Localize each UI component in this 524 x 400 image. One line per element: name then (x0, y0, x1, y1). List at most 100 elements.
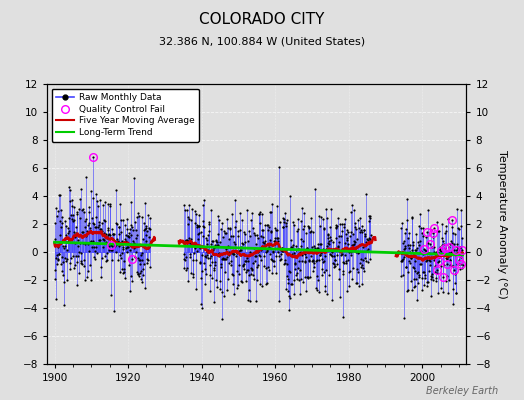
Point (404, 269, 412, 275)
Point (133, 232, 141, 238)
Point (333, 260, 341, 267)
Point (272, 253, 280, 259)
Point (192, 257, 201, 264)
Point (322, 290, 331, 297)
Point (110, 238, 118, 244)
Point (228, 250, 236, 256)
Point (134, 210, 142, 216)
Point (108, 231, 117, 237)
Point (351, 246, 359, 252)
Point (437, 262, 445, 269)
Point (108, 226, 117, 232)
Point (279, 215, 287, 221)
Point (93, 250, 102, 256)
Point (240, 261, 248, 267)
Point (79, 206, 87, 212)
Point (335, 276, 343, 282)
Point (241, 239, 249, 246)
Point (312, 273, 321, 279)
Point (408, 287, 417, 294)
Point (87, 238, 95, 244)
Point (116, 252, 124, 258)
Point (439, 274, 447, 280)
Point (337, 248, 345, 255)
Point (411, 283, 420, 289)
Point (358, 244, 367, 250)
Point (309, 229, 317, 235)
Point (190, 207, 199, 214)
Point (263, 280, 271, 286)
Point (287, 237, 295, 243)
Point (425, 268, 433, 274)
Point (350, 241, 358, 248)
Point (414, 223, 423, 230)
Point (305, 223, 313, 230)
Point (435, 250, 443, 256)
Point (261, 222, 269, 228)
Point (349, 231, 357, 237)
Point (230, 239, 238, 246)
Point (232, 249, 240, 255)
Point (457, 264, 466, 271)
Point (456, 266, 464, 273)
Point (223, 287, 231, 293)
Point (242, 269, 250, 275)
Point (77, 186, 85, 192)
Point (454, 257, 463, 264)
Point (80, 224, 89, 230)
Point (145, 244, 154, 251)
Point (182, 266, 190, 273)
Point (345, 248, 354, 255)
Point (336, 248, 344, 254)
Point (187, 270, 195, 277)
Point (237, 217, 246, 224)
Point (57, 214, 66, 220)
Point (400, 314, 409, 321)
Point (412, 276, 421, 282)
Point (409, 276, 418, 282)
Point (305, 257, 314, 263)
Point (313, 256, 321, 263)
Point (338, 250, 346, 257)
Point (445, 262, 454, 268)
Point (76, 240, 84, 247)
Point (295, 258, 303, 265)
Point (255, 211, 264, 217)
Point (190, 241, 198, 247)
Point (53, 261, 61, 267)
Point (71, 234, 79, 240)
Point (324, 241, 333, 248)
Point (402, 264, 410, 270)
Point (315, 240, 324, 247)
Point (313, 244, 321, 251)
Point (96, 237, 104, 244)
Point (286, 269, 294, 276)
Point (328, 248, 336, 254)
Point (67, 212, 75, 219)
Point (185, 234, 193, 241)
Point (215, 238, 224, 245)
Point (361, 254, 369, 261)
Point (243, 255, 251, 262)
Point (252, 252, 260, 259)
Point (129, 240, 138, 246)
Point (348, 276, 356, 282)
Point (311, 186, 319, 192)
Text: Berkeley Earth: Berkeley Earth (425, 386, 498, 396)
Point (268, 258, 277, 264)
Point (193, 248, 201, 254)
Point (265, 266, 274, 273)
Point (334, 238, 343, 245)
Point (327, 206, 335, 212)
Point (185, 215, 193, 222)
Point (80, 257, 88, 263)
Point (97, 264, 105, 270)
Point (101, 253, 110, 259)
Point (331, 225, 340, 231)
Point (71, 262, 80, 268)
Point (229, 250, 237, 257)
Point (320, 269, 329, 276)
Point (278, 245, 286, 252)
Point (142, 224, 150, 231)
Point (406, 248, 414, 255)
